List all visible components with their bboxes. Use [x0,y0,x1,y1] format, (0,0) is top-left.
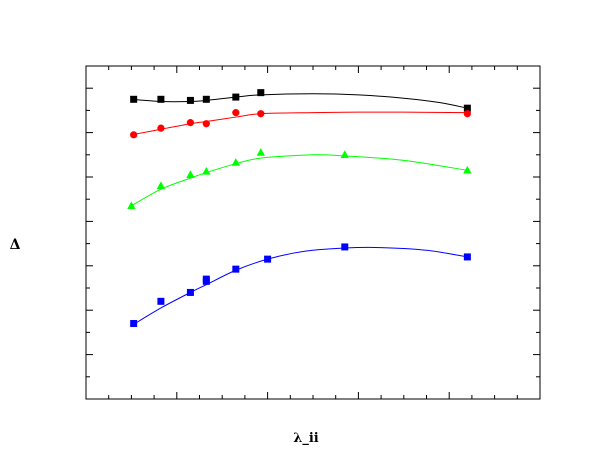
series-2-point [463,110,471,118]
series-4-point [264,255,272,263]
series-4-point [232,265,240,273]
plot-frame [85,65,541,400]
series-1-point [157,95,165,103]
series-4-point [202,275,210,283]
series-4-point [341,243,349,251]
series-2-point [186,119,195,127]
series-3-line [131,154,468,207]
series-3-point [463,165,472,174]
series-markers [127,89,472,328]
axis-ticks [85,66,541,400]
series-1-point [202,95,210,103]
series-2-point [130,131,138,139]
series-2-line [131,111,468,136]
series-3-point [186,170,195,178]
series-3-point [202,166,211,175]
series-4-point [463,253,471,261]
series-2-point [202,120,210,128]
series-1-line [131,93,468,109]
series-2-point [257,110,265,118]
series-1-point [130,95,138,103]
series-3-point [231,158,241,166]
series-2-point [232,109,240,117]
series-1-point [463,104,471,112]
series-4-point [130,320,138,328]
series-3-point [156,181,166,190]
series-curves [131,93,468,327]
series-3-point [127,201,136,210]
series-4-line [131,246,468,327]
series-3-point [340,150,349,158]
y-axis-label: Δ [10,237,21,253]
series-1-point [186,96,194,104]
series-2-point [157,124,165,132]
series-4-point [157,297,165,305]
series-1-point [232,93,240,101]
series-3-point [256,148,265,156]
series-4-point [186,288,194,296]
series-1-point [257,89,265,97]
x-axis-label: λ_ii [293,431,319,446]
